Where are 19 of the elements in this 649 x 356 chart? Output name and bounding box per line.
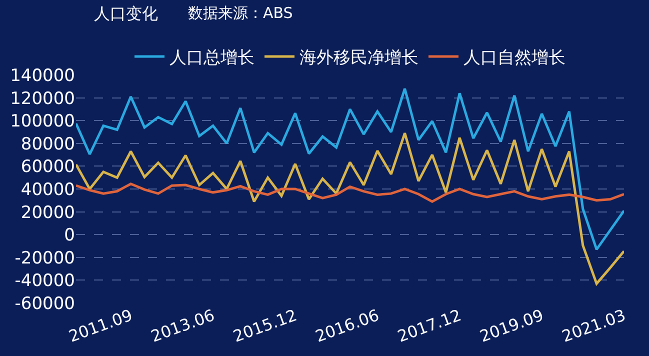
y-tick-label: 40000 bbox=[20, 180, 75, 200]
line-series bbox=[76, 132, 624, 285]
legend-label: 海外移民净增长 bbox=[300, 48, 418, 68]
chart-title: 人口变化 bbox=[94, 4, 158, 23]
y-tick-label: 80000 bbox=[20, 134, 75, 154]
line-series bbox=[76, 87, 624, 251]
y-tick-label: 100000 bbox=[10, 112, 75, 132]
y-tick-label: 140000 bbox=[10, 66, 75, 86]
y-tick-label: -40000 bbox=[14, 271, 75, 292]
y-tick-label: 120000 bbox=[10, 88, 75, 109]
y-tick-label: 20000 bbox=[20, 202, 75, 223]
line-series bbox=[76, 182, 624, 203]
chart-subtitle: 数据来源：ABS bbox=[188, 4, 293, 22]
y-tick-label: 0 bbox=[64, 226, 75, 246]
legend-label: 人口自然增长 bbox=[464, 48, 566, 68]
y-tick-label: -60000 bbox=[14, 294, 75, 314]
legend-label: 人口总增长 bbox=[170, 48, 254, 68]
y-tick-label: -20000 bbox=[14, 248, 75, 268]
y-tick-label: 60000 bbox=[20, 157, 75, 178]
